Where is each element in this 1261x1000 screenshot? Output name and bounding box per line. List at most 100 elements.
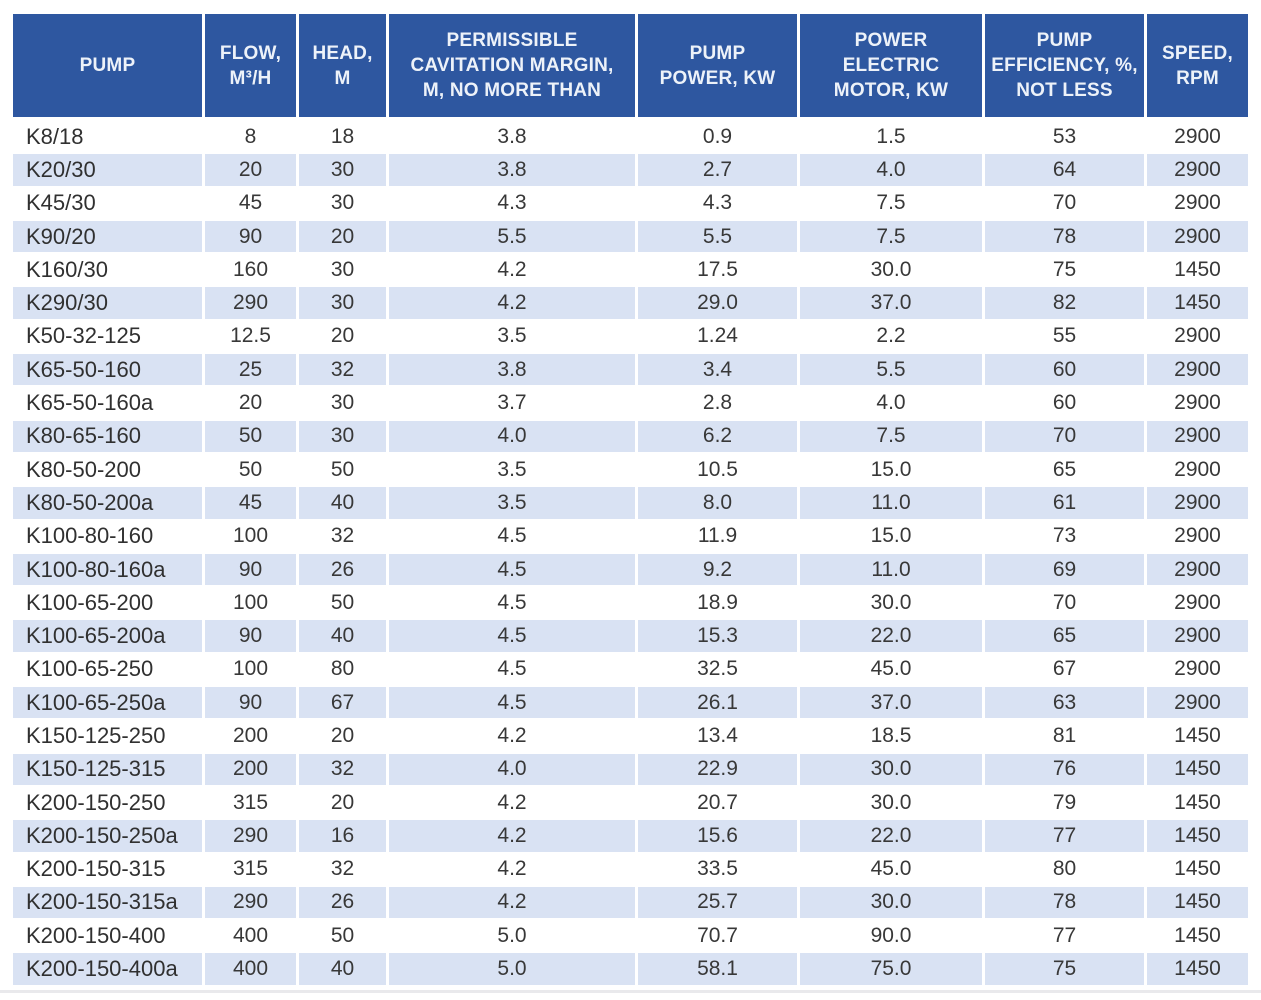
cell-value: 37.0 [800, 287, 985, 321]
cell-value: 7.5 [800, 187, 985, 221]
cell-value: 64 [985, 154, 1147, 188]
cell-value: 15.0 [800, 453, 985, 488]
cell-pump-name: K65-50-160 [13, 354, 205, 388]
cell-value: 4.2 [389, 254, 638, 288]
cell-value: 400 [205, 953, 299, 987]
cell-value: 2900 [1147, 487, 1248, 521]
cell-value: 40 [299, 953, 389, 987]
cell-value: 5.5 [638, 220, 800, 255]
cell-value: 30 [299, 287, 389, 321]
cell-value: 22.9 [638, 753, 800, 787]
cell-value: 32 [299, 354, 389, 388]
table-row: K50-32-125 12.5 20 3.5 1.24 2.2 55 2900 [13, 320, 1248, 355]
cell-value: 76 [985, 753, 1147, 787]
cell-value: 4.0 [800, 387, 985, 421]
cell-value: 80 [299, 653, 389, 688]
cell-value: 8 [205, 121, 299, 155]
cell-value: 1450 [1147, 787, 1248, 821]
cell-pump-name: K20/30 [13, 154, 205, 188]
cell-value: 10.5 [638, 453, 800, 488]
cell-value: 77 [985, 920, 1147, 954]
cell-value: 3.8 [389, 121, 638, 155]
cell-value: 30 [299, 154, 389, 188]
cell-value: 1.5 [800, 121, 985, 155]
table-row: K80-65-160 50 30 4.0 6.2 7.5 70 2900 [13, 420, 1248, 454]
cell-value: 1450 [1147, 953, 1248, 987]
cell-value: 70 [985, 420, 1147, 454]
table-row: K200-150-400 400 50 5.0 70.7 90.0 77 1450 [13, 920, 1248, 954]
cell-value: 4.2 [389, 720, 638, 754]
cell-value: 78 [985, 886, 1147, 921]
cell-value: 100 [205, 653, 299, 688]
cell-value: 55 [985, 320, 1147, 355]
cell-value: 290 [205, 886, 299, 921]
cell-value: 75 [985, 254, 1147, 288]
cell-value: 160 [205, 254, 299, 288]
cell-value: 3.5 [389, 453, 638, 488]
cell-value: 77 [985, 820, 1147, 854]
table-row: K150-125-315 200 32 4.0 22.9 30.0 76 1450 [13, 753, 1248, 787]
cell-value: 32 [299, 753, 389, 787]
cell-value: 30.0 [800, 786, 985, 821]
table-row: K200-150-250a 290 16 4.2 15.6 22.0 77 1450 [13, 820, 1248, 854]
table-row: K150-125-250 200 20 4.2 13.4 18.5 81 1450 [13, 720, 1248, 754]
cell-value: 9.2 [638, 553, 800, 588]
cell-pump-name: K200-150-250a [13, 820, 205, 854]
cell-value: 32 [299, 853, 389, 887]
cell-value: 4.5 [389, 587, 638, 621]
cell-value: 32 [299, 520, 389, 554]
cell-value: 4.2 [389, 886, 638, 921]
cell-value: 1.24 [638, 320, 800, 355]
table-row: K20/30 20 30 3.8 2.7 4.0 64 2900 [13, 154, 1248, 188]
cell-value: 50 [205, 453, 299, 488]
cell-value: 50 [299, 587, 389, 621]
cell-value: 100 [205, 587, 299, 621]
cell-value: 20 [205, 154, 299, 188]
cell-value: 80 [985, 853, 1147, 887]
table-row: K100-65-250 100 80 4.5 32.5 45.0 67 2900 [13, 653, 1248, 688]
cell-value: 4.2 [389, 786, 638, 821]
table-row: K290/30 290 30 4.2 29.0 37.0 82 1450 [13, 287, 1248, 321]
cell-value: 33.5 [638, 853, 800, 887]
cropped-next-row-edge [0, 990, 1261, 993]
cell-value: 2900 [1147, 154, 1248, 188]
cell-value: 12.5 [205, 320, 299, 355]
cell-value: 30 [299, 187, 389, 221]
cell-value: 45.0 [800, 653, 985, 688]
cell-value: 1450 [1147, 720, 1248, 754]
cell-value: 4.5 [389, 620, 638, 654]
cell-value: 4.5 [389, 653, 638, 688]
cell-value: 30 [299, 387, 389, 421]
pump-spec-table: PUMP FLOW, M³/H HEAD, M PERMISSIBLE CAVI… [13, 14, 1248, 987]
cell-value: 8.0 [638, 487, 800, 521]
cell-value: 32.5 [638, 653, 800, 688]
cell-value: 20 [205, 387, 299, 421]
cell-value: 90.0 [800, 920, 985, 954]
cell-value: 290 [205, 287, 299, 321]
cell-value: 15.6 [638, 820, 800, 854]
cell-value: 61 [985, 487, 1147, 521]
cell-value: 7.5 [800, 220, 985, 255]
cell-value: 45 [205, 487, 299, 521]
table-header: PUMP FLOW, M³/H HEAD, M PERMISSIBLE CAVI… [13, 14, 1248, 121]
cell-value: 75 [985, 953, 1147, 987]
cell-value: 70.7 [638, 920, 800, 954]
cell-value: 60 [985, 354, 1147, 388]
cell-value: 2900 [1147, 188, 1248, 221]
cell-value: 2.8 [638, 387, 800, 421]
cell-pump-name: K65-50-160a [13, 387, 205, 421]
cell-value: 30.0 [800, 753, 985, 787]
cell-pump-name: K160/30 [13, 254, 205, 288]
cell-pump-name: K90/20 [13, 220, 205, 255]
cell-value: 6.2 [638, 420, 800, 454]
cell-value: 200 [205, 753, 299, 787]
table-row: K80-50-200a 45 40 3.5 8.0 11.0 61 2900 [13, 487, 1248, 521]
col-header-flow: FLOW, M³/H [205, 14, 299, 121]
table-row: K100-65-250a 90 67 4.5 26.1 37.0 63 2900 [13, 687, 1248, 721]
table-row: K65-50-160a 20 30 3.7 2.8 4.0 60 2900 [13, 387, 1248, 421]
col-header-head: HEAD, M [299, 14, 389, 121]
cell-value: 11.0 [800, 553, 985, 588]
cell-value: 45 [205, 187, 299, 221]
cell-pump-name: K150-125-315 [13, 753, 205, 787]
